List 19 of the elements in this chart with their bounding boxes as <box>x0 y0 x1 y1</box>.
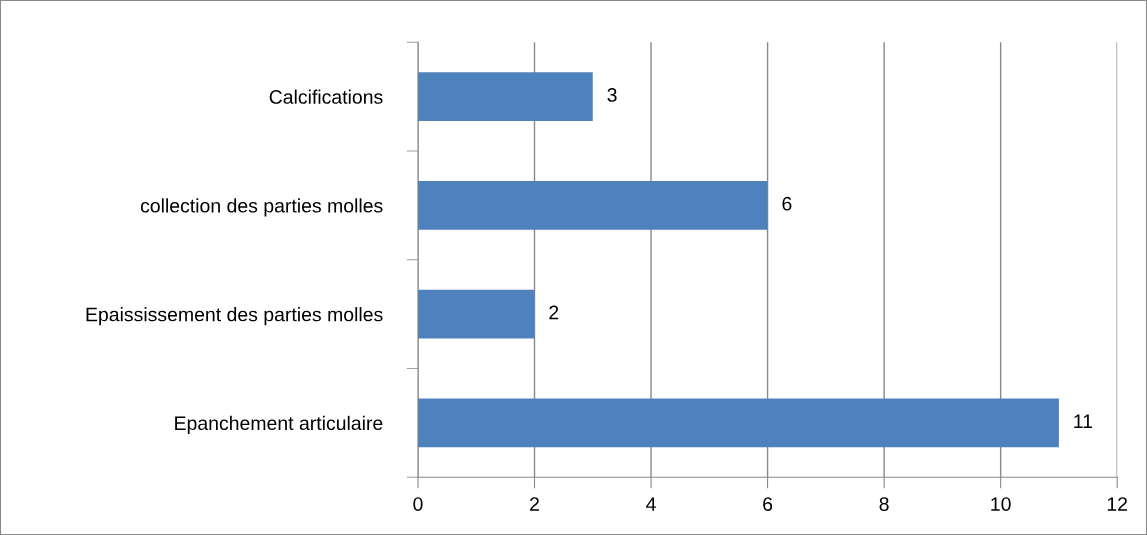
x-tick-label: 12 <box>1107 497 1128 511</box>
x-tick-label: 0 <box>413 497 423 511</box>
y-tick-label: collection des parties molles <box>140 198 383 217</box>
y-tick-label: Epaississement des parties molles <box>86 307 383 326</box>
y-tick-label: Epanchement articulaire <box>175 415 383 434</box>
x-tick-label: 2 <box>530 497 539 511</box>
x-tick-label: 10 <box>991 497 1011 511</box>
bar <box>417 289 535 339</box>
data-label: 3 <box>607 88 617 102</box>
bar <box>417 180 768 230</box>
data-label: 6 <box>782 196 792 211</box>
y-tick-label: Calcifications <box>269 89 383 104</box>
data-label: 11 <box>1074 414 1093 428</box>
x-tick-label: 8 <box>879 497 889 511</box>
x-tick-label: 6 <box>763 497 773 511</box>
data-label: 2 <box>549 305 559 320</box>
bar <box>417 72 593 122</box>
x-tick-label: 4 <box>646 497 656 511</box>
bar <box>417 398 1059 448</box>
